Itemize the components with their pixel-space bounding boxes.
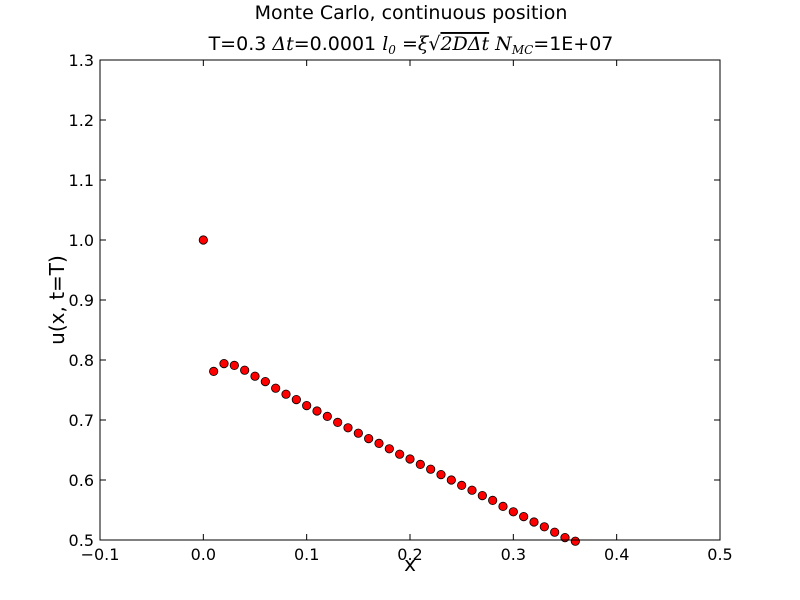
x-tick-label: 0.5 xyxy=(707,545,732,564)
data-point xyxy=(312,406,322,416)
data-point xyxy=(291,394,301,405)
chart-title-line2: T=0.3 Δt=0.0001 l0 =ξ√2DΔt NMC=1E+07 xyxy=(208,33,614,57)
y-tick-label: 0.7 xyxy=(69,411,94,430)
x-tick-label: 0.4 xyxy=(604,545,629,564)
data-point xyxy=(209,366,219,376)
y-axis-label: u(x, t=T) xyxy=(45,255,69,345)
y-tick-label: 0.8 xyxy=(69,351,94,370)
title-math-2-sub: 0 xyxy=(388,43,396,57)
data-point xyxy=(219,358,229,369)
data-point xyxy=(333,417,343,427)
x-axis-label: x xyxy=(404,552,416,576)
data-point xyxy=(198,235,208,245)
data-point xyxy=(374,438,384,448)
data-point xyxy=(250,371,260,381)
title-math-6: N xyxy=(489,33,513,55)
data-point xyxy=(240,365,250,375)
data-point xyxy=(519,511,529,522)
data-point xyxy=(384,444,394,454)
title-part-1: T=0.3 xyxy=(208,33,273,55)
chart-title-line1: Monte Carlo, continuous position xyxy=(255,2,568,24)
plot-frame xyxy=(99,59,721,541)
data-point xyxy=(353,428,363,438)
y-tick-label: 0.5 xyxy=(69,531,94,550)
x-tick-label: 0.1 xyxy=(294,545,319,564)
data-point xyxy=(560,532,570,543)
data-point xyxy=(457,480,467,490)
axis-ticks xyxy=(99,59,721,541)
data-point xyxy=(322,411,332,421)
y-tick-label: 0.6 xyxy=(69,471,94,490)
y-tick-label: 1.3 xyxy=(69,51,94,70)
data-point xyxy=(498,501,508,511)
data-point xyxy=(415,459,425,469)
data-point xyxy=(446,475,456,485)
data-point xyxy=(281,389,291,399)
title-math-1: Δt xyxy=(271,33,294,55)
tick-labels: −0.1 0.0 0.1 0.2 0.3 0.4 0.5 0.5 0.6 0.7 0.8 0.9 1.0… xyxy=(69,51,733,564)
data-point xyxy=(529,517,539,527)
data-point xyxy=(508,507,518,517)
title-math-2: l xyxy=(382,33,388,55)
title-part-3: =1E+07 xyxy=(533,33,613,55)
data-markers xyxy=(198,235,580,546)
data-point xyxy=(467,485,477,495)
title-math-6-sub: MC xyxy=(511,43,533,57)
x-tick-label: 0.2 xyxy=(397,545,422,564)
x-tick-label: 0.0 xyxy=(191,545,216,564)
data-point xyxy=(436,469,446,480)
data-point xyxy=(550,527,560,537)
data-point xyxy=(570,536,580,546)
data-point xyxy=(229,360,239,370)
data-point xyxy=(260,376,270,387)
data-point xyxy=(395,449,405,459)
title-math-sqrt: √ xyxy=(428,33,441,55)
data-point xyxy=(426,464,436,474)
data-point xyxy=(488,495,498,505)
y-tick-label: 0.9 xyxy=(69,291,94,310)
y-tick-label: 1.2 xyxy=(69,111,94,130)
title-math-3: =ξ xyxy=(396,33,430,55)
title-math-radicand: 2DΔt xyxy=(439,33,489,55)
data-point xyxy=(405,454,415,464)
data-point xyxy=(539,522,549,532)
data-point xyxy=(302,400,312,411)
title-part-2: =0.0001 xyxy=(294,33,382,55)
data-point xyxy=(271,383,281,393)
y-tick-label: 1.1 xyxy=(69,171,94,190)
data-point xyxy=(343,423,353,433)
x-tick-label: −0.1 xyxy=(81,545,120,564)
x-tick-label: 0.3 xyxy=(501,545,526,564)
data-point xyxy=(364,433,374,444)
y-tick-label: 1.0 xyxy=(69,231,94,250)
data-point xyxy=(477,490,487,501)
